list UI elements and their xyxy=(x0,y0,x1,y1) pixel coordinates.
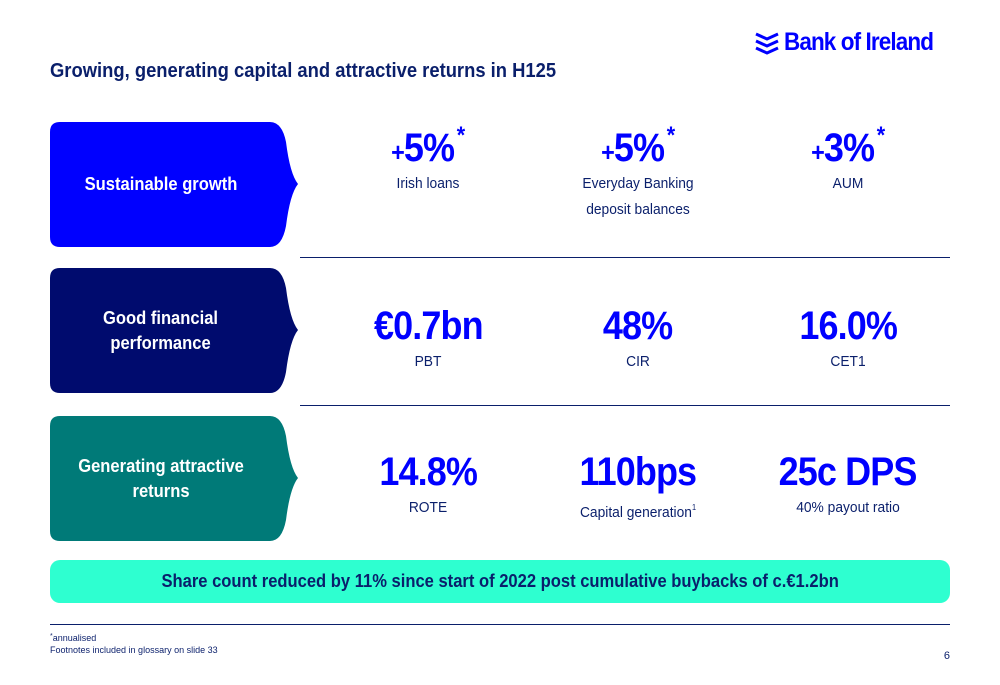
metric-caption: 40% payout ratio xyxy=(796,499,900,516)
row-label-chevron-shape xyxy=(50,416,298,541)
metric-value: +5% * xyxy=(601,122,675,171)
row-label-text: Sustainable growth xyxy=(50,122,272,247)
metric-dps: 25c DPS 40% payout ratio xyxy=(743,450,953,575)
row-good-financial-performance: Good financial performance €0.7bn PBT 48… xyxy=(50,268,950,393)
row-label-line1: Sustainable growth xyxy=(84,174,238,194)
metric-asterisk: * xyxy=(667,122,675,149)
metric-caption: AUM xyxy=(832,175,864,192)
bank-of-ireland-logo: Bank of Ireland xyxy=(754,28,950,57)
bank-of-ireland-logo-mark-icon xyxy=(755,32,780,55)
metric-pbt: €0.7bn PBT xyxy=(323,304,533,429)
metric-caption-text: Capital generation xyxy=(579,504,692,521)
metric-value: +5% * xyxy=(391,122,465,171)
footnote-annualised: *annualised xyxy=(50,633,96,643)
metric-irish-loans: +5% * Irish loans xyxy=(323,122,533,247)
share-count-banner-text: Share count reduced by 11% since start o… xyxy=(161,571,839,591)
row-label-chevron-shape xyxy=(50,268,298,393)
metric-rote: 14.8% ROTE xyxy=(323,450,533,575)
row-label-text: Generating attractive returns xyxy=(50,416,272,541)
metric-value: 48% xyxy=(603,304,673,348)
metric-aum: +3% * AUM xyxy=(743,122,953,247)
row-label-line1: Generating attractive xyxy=(78,455,244,476)
footnote-marker: 1 xyxy=(691,503,697,512)
metric-number: 3% xyxy=(824,126,875,170)
page-number: 6 xyxy=(943,650,950,662)
metric-value: €0.7bn xyxy=(373,304,484,348)
bank-of-ireland-wordmark: Bank of Ireland xyxy=(784,28,934,56)
metric-caption: Irish loans xyxy=(396,175,460,192)
metric-asterisk: * xyxy=(877,122,885,149)
metric-value: 110bps xyxy=(579,450,698,494)
metric-caption: CIR xyxy=(626,353,650,370)
footnote-annualised-text: annualised xyxy=(52,633,97,643)
metric-value: +3% * xyxy=(811,122,885,171)
metric-caption: ROTE xyxy=(408,499,448,516)
row-label-line1: Good financial xyxy=(103,307,219,328)
footnote-glossary: Footnotes included in glossary on slide … xyxy=(50,645,218,655)
row-divider xyxy=(300,257,950,258)
row-label-line2: returns xyxy=(132,480,190,501)
metric-value: 14.8% xyxy=(379,450,477,494)
row-label-line2: performance xyxy=(110,332,212,353)
metric-caption: Everyday Banking xyxy=(582,175,694,192)
metric-caption-line2: deposit balances xyxy=(586,201,690,218)
row-label-text: Good financial performance xyxy=(50,268,272,393)
row-divider xyxy=(300,405,950,406)
row-label-good-financial-performance: Good financial performance xyxy=(50,268,300,393)
row-label-chevron-shape xyxy=(50,122,298,247)
metric-capital-generation: 110bps Capital generation1 xyxy=(533,450,743,575)
row-generating-attractive-returns: Generating attractive returns 14.8% ROTE… xyxy=(50,416,950,541)
metric-caption: CET1 xyxy=(830,353,866,370)
metric-number: 5% xyxy=(614,126,665,170)
share-count-banner: Share count reduced by 11% since start o… xyxy=(50,560,950,603)
metric-cet1: 16.0% CET1 xyxy=(743,304,953,429)
row-sustainable-growth: Sustainable growth +5% * Irish loans +5% *… xyxy=(50,122,950,247)
row-label-sustainable-growth: Sustainable growth xyxy=(50,122,300,247)
metric-caption: PBT xyxy=(414,353,442,370)
metric-asterisk: * xyxy=(457,122,465,149)
metric-caption: Capital generation1 xyxy=(541,495,734,526)
metric-prefix: + xyxy=(391,137,405,167)
footnote-asterisk: * xyxy=(50,633,53,640)
row-label-generating-attractive-returns: Generating attractive returns xyxy=(50,416,300,541)
metric-cir: 48% CIR xyxy=(533,304,743,429)
metric-value: 25c DPS xyxy=(779,450,918,494)
metric-everyday-banking-deposits: +5% * Everyday Banking deposit balances xyxy=(533,122,743,247)
metric-value: 16.0% xyxy=(799,304,897,348)
metric-prefix: + xyxy=(811,137,825,167)
metric-number: 5% xyxy=(404,126,455,170)
footer-rule xyxy=(50,624,950,625)
metric-prefix: + xyxy=(601,137,615,167)
slide-title: Growing, generating capital and attracti… xyxy=(50,60,557,82)
